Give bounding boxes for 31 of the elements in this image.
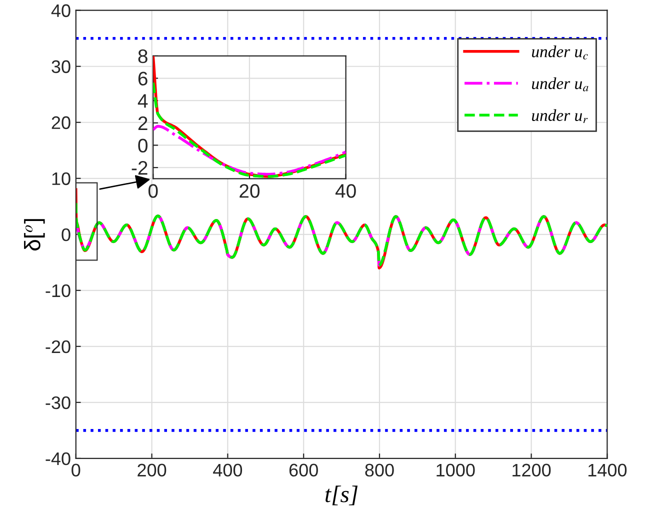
y-tick-label: 4 bbox=[138, 94, 148, 108]
y-tick-label: -30 bbox=[46, 396, 70, 410]
x-tick-label: 600 bbox=[289, 464, 318, 477]
y-tick-label: 0 bbox=[138, 138, 148, 152]
y-tick-label: -20 bbox=[46, 340, 70, 354]
x-tick-label: 200 bbox=[138, 464, 166, 477]
y-tick-label: 20 bbox=[52, 116, 70, 130]
y-tick-label: -2 bbox=[132, 161, 148, 175]
x-tick-label: 1400 bbox=[588, 464, 627, 477]
y-axis-title: δ[$^{o}$] bbox=[24, 219, 45, 250]
legend-label: under u$_{a}$ bbox=[532, 77, 588, 92]
y-tick-label: 2 bbox=[138, 116, 148, 130]
y-tick-label: 8 bbox=[138, 49, 148, 64]
legend-label: under u$_{r}$ bbox=[532, 109, 588, 124]
x-tick-label: 0 bbox=[72, 464, 80, 477]
x-tick-label: 40 bbox=[335, 184, 356, 198]
x-tick-label: 1000 bbox=[436, 464, 475, 477]
x-tick-label: 0 bbox=[148, 184, 158, 198]
y-tick-label: 0 bbox=[62, 228, 70, 242]
y-tick-label: -10 bbox=[46, 284, 70, 298]
y-tick-label: -40 bbox=[46, 452, 70, 466]
x-tick-label: 800 bbox=[365, 464, 394, 477]
y-tick-label: 40 bbox=[51, 4, 70, 18]
y-tick-label: 6 bbox=[138, 72, 148, 86]
x-axis-title: t[s] bbox=[326, 486, 358, 506]
x-tick-label: 400 bbox=[213, 464, 242, 477]
y-tick-label: 10 bbox=[52, 172, 70, 186]
x-tick-label: 1200 bbox=[512, 464, 551, 477]
legend-label: under u$_{c}$ bbox=[532, 46, 588, 60]
y-tick-label: 30 bbox=[52, 60, 70, 74]
x-tick-label: 20 bbox=[240, 184, 260, 198]
